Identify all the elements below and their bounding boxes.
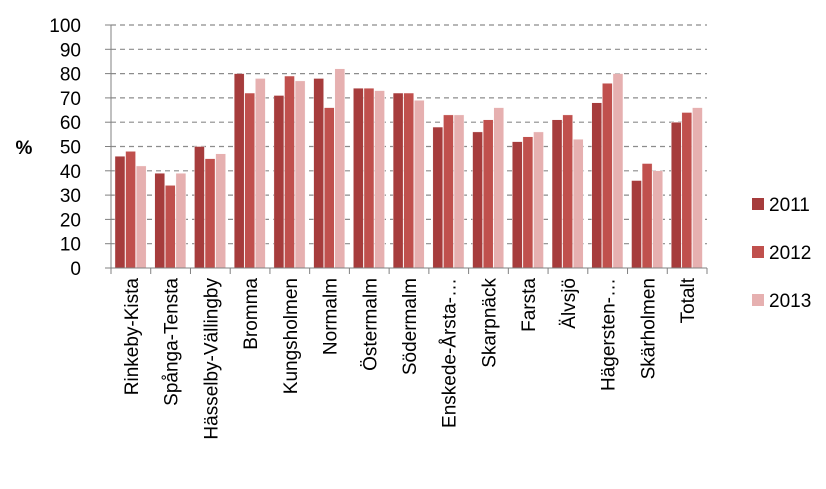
legend-swatch-2012 xyxy=(752,246,764,258)
legend-swatch-2013 xyxy=(752,294,764,306)
bar-2013-5 xyxy=(294,80,306,269)
x-tick-label: Spånga-Tensta xyxy=(162,278,183,406)
bar-2011-1 xyxy=(114,156,126,269)
bar-2013-4 xyxy=(255,78,266,269)
x-tick-label: Skarpnäck xyxy=(479,278,500,368)
x-tick-label: Farsta xyxy=(519,278,540,332)
bar-2012-5 xyxy=(284,75,295,269)
y-tick-label: 0 xyxy=(70,259,81,280)
x-tick-label: Normalm xyxy=(321,278,342,355)
bar-2011-15 xyxy=(671,121,682,269)
bar-2012-10 xyxy=(482,119,494,269)
bar-2013-12 xyxy=(573,139,584,269)
bar-2011-5 xyxy=(273,95,285,269)
y-tick-label: 20 xyxy=(60,210,81,231)
y-tick-label: 90 xyxy=(60,40,81,61)
bar-2012-14 xyxy=(641,163,653,269)
x-tick-label: Hägersten-… xyxy=(599,278,620,391)
bar-2013-6 xyxy=(334,68,346,269)
bar-2013-10 xyxy=(493,107,504,269)
y-tick-label: 30 xyxy=(60,186,81,207)
bar-2013-7 xyxy=(374,90,385,269)
x-tick-label: Hässelby-Vällingby xyxy=(201,278,222,440)
bar-2012-13 xyxy=(602,83,613,269)
bar-2012-12 xyxy=(562,114,573,269)
bar-2011-8 xyxy=(392,92,404,269)
legend-label-2012: 2012 xyxy=(769,243,811,264)
bar-2012-6 xyxy=(324,107,335,269)
bar-2013-9 xyxy=(453,114,465,269)
y-tick-label: 40 xyxy=(60,162,81,183)
bar-2012-11 xyxy=(522,136,534,269)
bar-2011-7 xyxy=(353,87,364,269)
bar-2011-9 xyxy=(432,126,444,269)
bar-2013-11 xyxy=(533,131,544,269)
x-tick-label: Totalt xyxy=(678,277,699,323)
x-tick-label: Enskede-Årsta-… xyxy=(440,278,461,428)
bar-2012-8 xyxy=(403,92,414,269)
bar-2012-9 xyxy=(443,114,454,269)
x-tick-label: Skärholmen xyxy=(638,278,659,379)
bar-2013-2 xyxy=(175,173,187,269)
legend-swatch-2011 xyxy=(752,198,764,210)
bar-2011-3 xyxy=(194,146,205,269)
bar-2011-2 xyxy=(154,173,165,269)
legend-label-2013: 2013 xyxy=(769,291,811,312)
bar-2012-1 xyxy=(125,151,136,269)
bar-2012-3 xyxy=(204,158,216,269)
bar-2011-4 xyxy=(233,73,245,269)
y-tick-label: 70 xyxy=(60,89,81,110)
y-tick-label: 80 xyxy=(60,65,81,86)
bar-2011-13 xyxy=(591,102,602,269)
bar-2012-7 xyxy=(363,87,375,269)
x-tick-label: Kungsholmen xyxy=(281,278,302,394)
y-axis-label: % xyxy=(16,138,33,159)
bar-2011-12 xyxy=(551,119,563,269)
x-tick-label: Rinkeby-Kista xyxy=(122,278,143,396)
bar-2013-13 xyxy=(612,73,624,269)
bar-2012-15 xyxy=(681,112,693,269)
bar-2011-6 xyxy=(313,78,324,269)
y-tick-label: 60 xyxy=(60,113,81,134)
y-tick-label: 100 xyxy=(49,16,81,37)
bar-2013-3 xyxy=(215,153,226,269)
bar-2013-8 xyxy=(414,100,425,269)
bar-2011-14 xyxy=(631,180,642,269)
bar-2013-14 xyxy=(652,170,663,269)
y-tick-label: 10 xyxy=(60,235,81,256)
bar-2013-1 xyxy=(135,165,147,269)
bar-2012-4 xyxy=(244,92,255,269)
x-tick-label: Bromma xyxy=(241,278,262,350)
y-tick-label: 50 xyxy=(60,138,81,159)
x-tick-label: Älvsjö xyxy=(559,278,580,329)
x-tick-label: Södermalm xyxy=(400,278,421,375)
legend-label-2011: 2011 xyxy=(769,195,810,216)
bar-2011-11 xyxy=(512,141,523,269)
bar-2013-15 xyxy=(692,107,703,269)
x-tick-label: Östermalm xyxy=(360,278,381,371)
bar-2011-10 xyxy=(472,131,483,269)
bar-2012-2 xyxy=(165,185,176,269)
